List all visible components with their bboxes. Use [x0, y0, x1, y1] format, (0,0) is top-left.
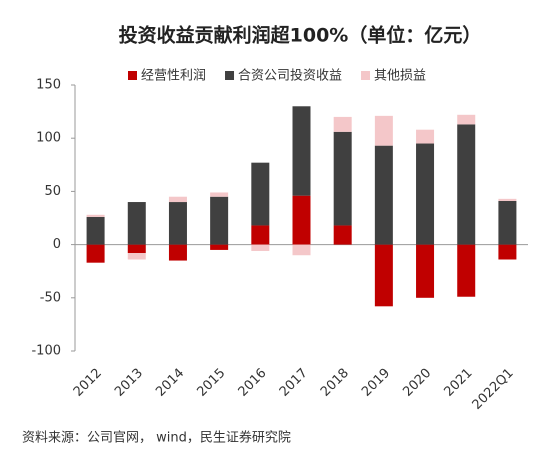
x-tick-label: 2021 [442, 366, 476, 400]
x-tick-label: 2012 [71, 366, 105, 400]
bar [498, 200, 517, 245]
source-note: 资料来源：公司官网， wind，民生证券研究院 [22, 430, 291, 446]
legend-label: 其他损益 [374, 69, 426, 84]
y-tick-label: 50 [44, 184, 61, 199]
legend-label: 合资公司投资收益 [238, 68, 342, 84]
bar [251, 162, 270, 226]
y-tick-label: -50 [40, 290, 61, 305]
bar [251, 244, 270, 251]
y-tick-label: -100 [31, 344, 61, 359]
bar [457, 124, 476, 245]
legend-swatch [361, 71, 371, 80]
bar [86, 216, 105, 245]
bar [292, 195, 311, 245]
x-tick-label: 2020 [400, 366, 434, 400]
bar [210, 196, 229, 245]
bar [127, 253, 146, 260]
x-tick-label: 2019 [359, 366, 393, 400]
legend-label: 经营性利润 [141, 69, 206, 84]
bar [210, 192, 229, 197]
bar [333, 116, 352, 132]
bar [86, 244, 105, 263]
bar [127, 244, 146, 254]
y-tick-label: 0 [53, 237, 61, 252]
chart-title: 投资收益贡献利润超100%（单位：亿元） [119, 24, 482, 47]
bar [86, 214, 105, 217]
bar [292, 244, 311, 256]
legend-swatch [225, 71, 235, 80]
bar [498, 198, 517, 201]
bar [498, 244, 517, 260]
y-tick-label: 150 [36, 78, 61, 93]
bar [457, 244, 476, 297]
x-tick-label: 2016 [236, 366, 270, 400]
bar [251, 225, 270, 245]
x-tick-label: 2022Q1 [470, 366, 517, 413]
x-tick-label: 2018 [318, 366, 352, 400]
x-tick-label: 2014 [153, 366, 187, 400]
x-tick-label: 2015 [194, 366, 228, 400]
bar [127, 202, 146, 245]
bar [168, 202, 187, 245]
bar [210, 244, 229, 250]
bar [457, 114, 476, 125]
bar [416, 129, 435, 144]
bar [168, 244, 187, 261]
bar [333, 131, 352, 226]
bar [374, 115, 393, 146]
legend-swatch [128, 71, 137, 80]
y-tick-label: 100 [36, 131, 61, 146]
bar [416, 143, 435, 245]
bar [374, 145, 393, 245]
bar [292, 106, 311, 196]
bar [374, 244, 393, 307]
x-tick-label: 2013 [112, 366, 146, 400]
bar [416, 244, 435, 298]
bar [168, 196, 187, 203]
x-tick-label: 2017 [277, 366, 311, 400]
bar [333, 225, 352, 245]
